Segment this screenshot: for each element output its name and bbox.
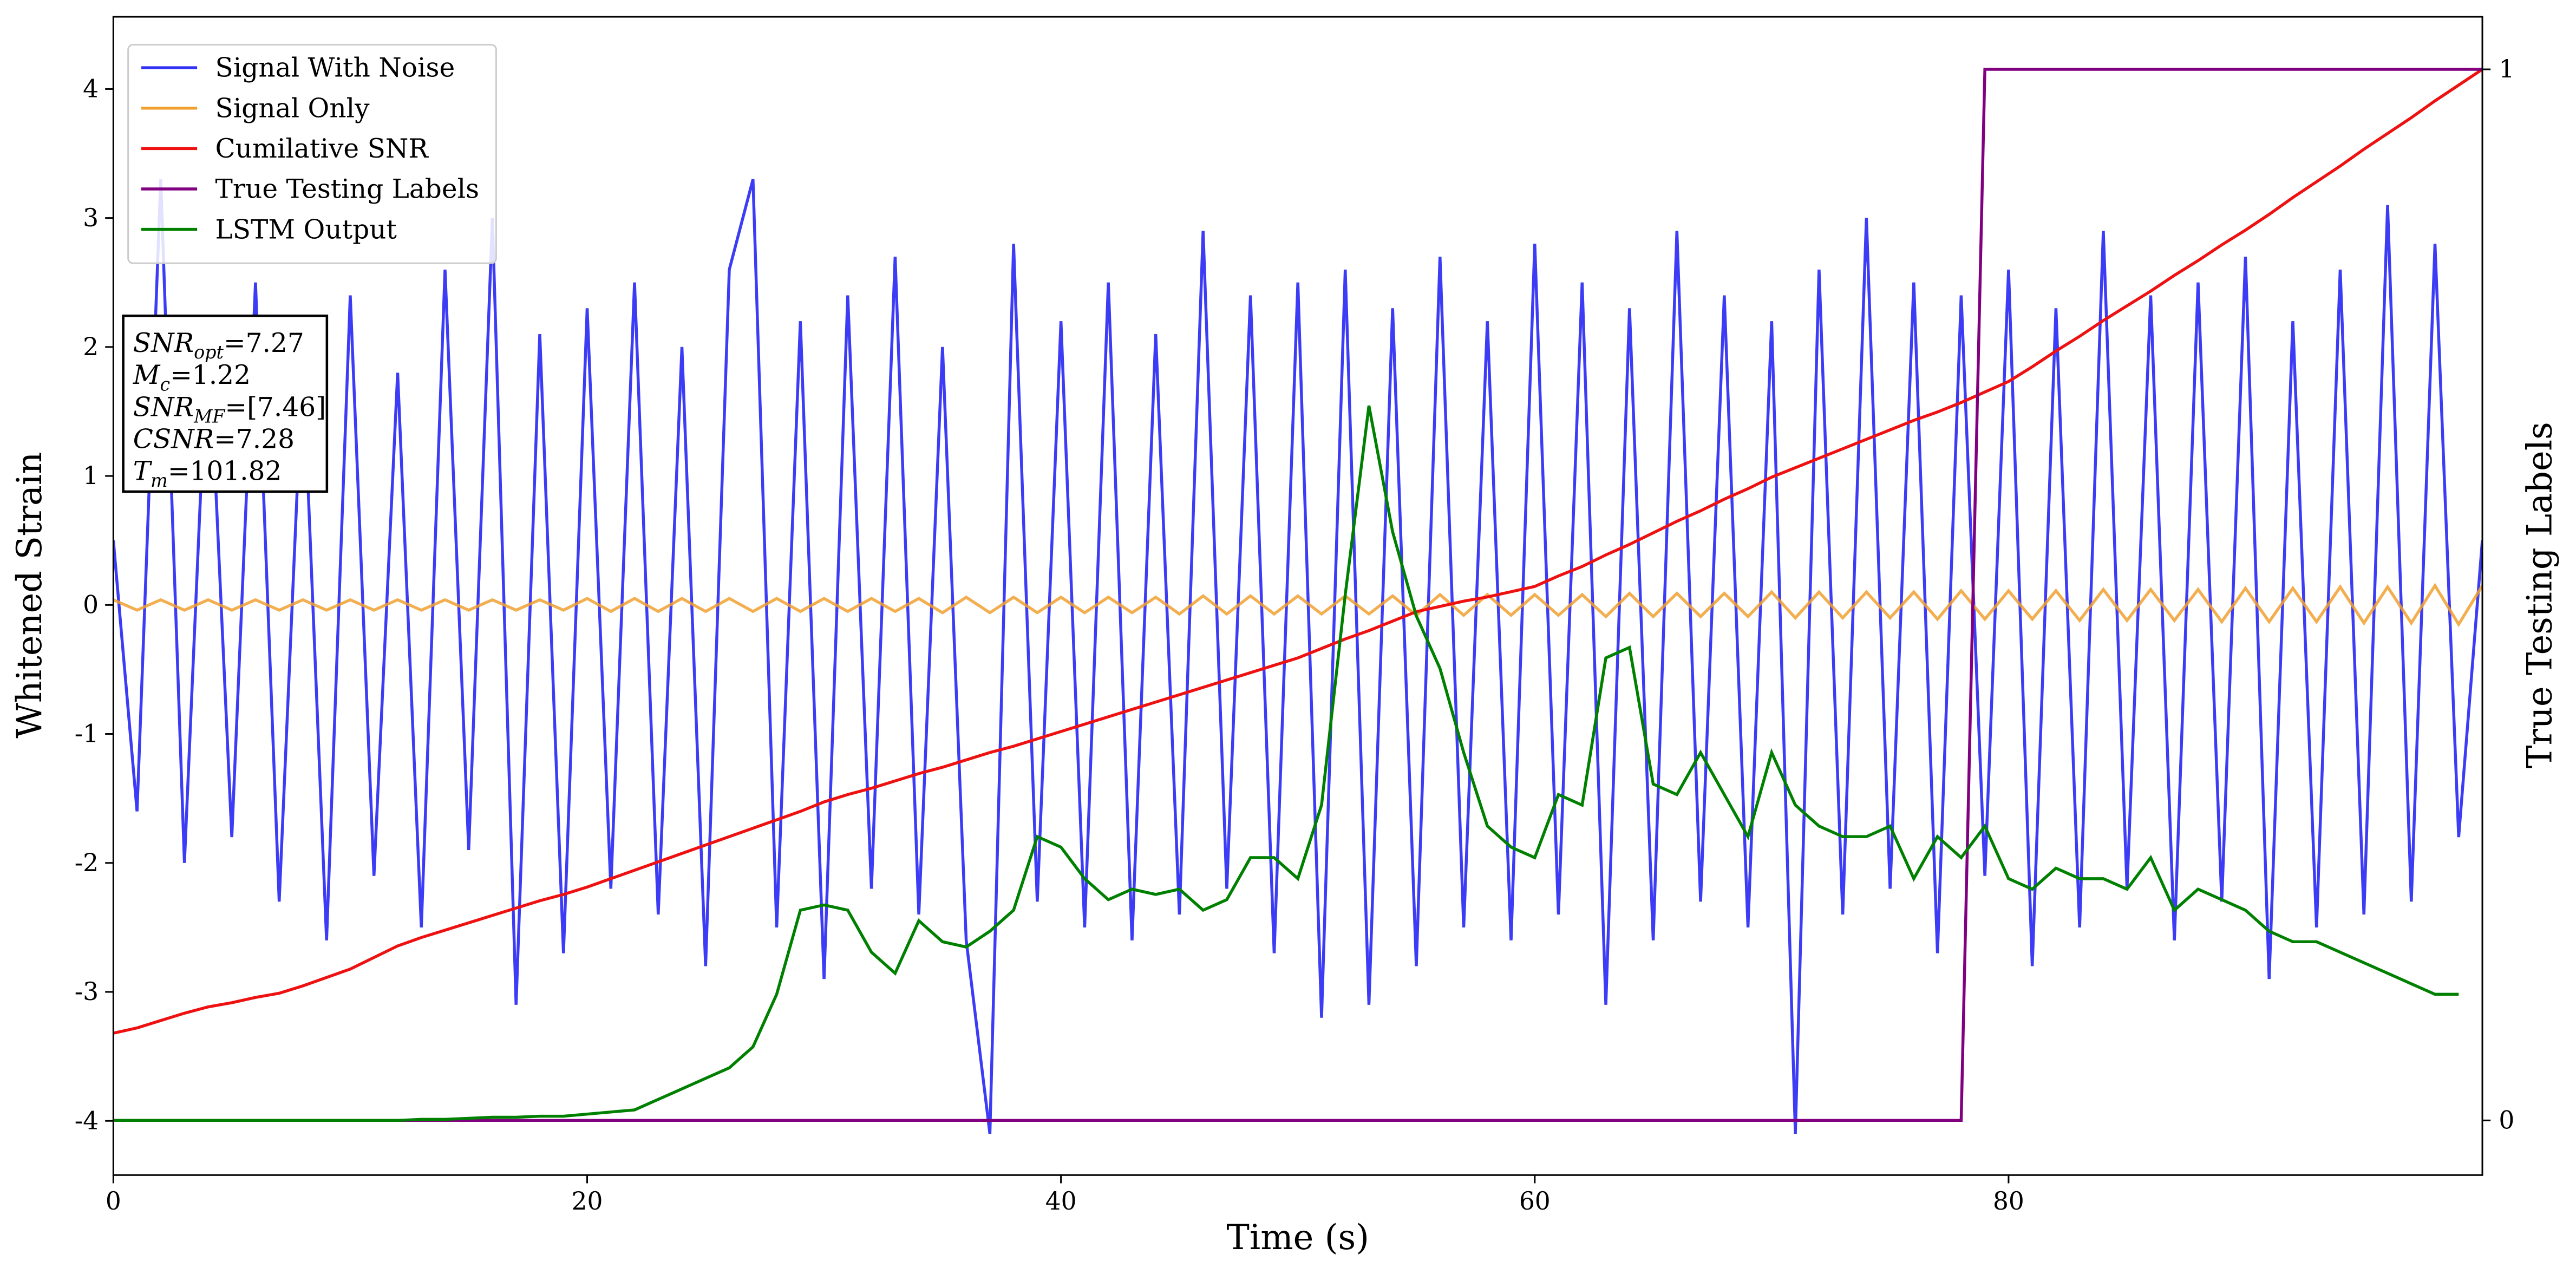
info-value: =1.22 xyxy=(170,360,251,390)
y2-axis-label: True Testing Labels xyxy=(2520,422,2560,768)
series-line xyxy=(113,68,2483,1122)
info-value: =[7.46] xyxy=(225,392,326,422)
series-line xyxy=(113,583,2483,628)
info-symbol: M xyxy=(133,360,161,390)
info-symbol: SNR xyxy=(133,328,194,358)
info-value: =7.28 xyxy=(214,424,295,455)
x-tick-label: 60 xyxy=(1519,1187,1551,1216)
x-tick-label: 40 xyxy=(1045,1187,1077,1216)
info-line: SNRMF=[7.46] xyxy=(133,392,326,427)
y-tick-label: -1 xyxy=(75,720,99,748)
y-tick-label: -2 xyxy=(75,848,99,877)
info-symbol: SNR xyxy=(133,392,194,422)
legend-label: LSTM Output xyxy=(215,214,397,245)
info-value: =7.27 xyxy=(224,328,304,358)
y-tick-label: -3 xyxy=(75,977,99,1006)
info-line: CSNR=7.28 xyxy=(133,424,295,455)
info-subscript: m xyxy=(151,470,168,491)
info-subscript: MF xyxy=(193,406,226,427)
y-tick-label: 2 xyxy=(83,332,99,361)
plot-frame xyxy=(112,16,2483,1176)
y-tick-label: -4 xyxy=(75,1106,99,1135)
series-line xyxy=(113,68,2483,1035)
info-line: SNRopt=7.27 xyxy=(133,328,304,363)
series-line xyxy=(113,179,2483,1134)
y-tick-label: 0 xyxy=(83,590,99,619)
legend-box xyxy=(127,44,497,264)
y-tick-label: 4 xyxy=(83,75,99,103)
info-symbol: CSNR xyxy=(133,424,214,455)
info-subscript: c xyxy=(160,374,171,395)
y2-tick-label: 0 xyxy=(2499,1106,2514,1135)
x-tick-label: 80 xyxy=(1993,1187,2024,1216)
y-tick-label: 3 xyxy=(83,204,99,232)
x-tick-label: 0 xyxy=(106,1187,121,1216)
info-symbol: T xyxy=(133,456,153,487)
series-line xyxy=(113,405,2459,1122)
info-line: Tm=101.82 xyxy=(133,456,282,491)
y-axis-label: Whitened Strain xyxy=(10,452,50,739)
info-subscript: opt xyxy=(194,342,224,363)
x-tick-label: 20 xyxy=(572,1187,603,1216)
legend-label: Cumilative SNR xyxy=(215,134,429,164)
legend-label: True Testing Labels xyxy=(215,174,480,205)
x-axis-label: Time (s) xyxy=(1226,1218,1369,1258)
legend-label: Signal Only xyxy=(215,93,370,123)
y-tick-label: 1 xyxy=(83,461,99,490)
info-value: =101.82 xyxy=(168,456,282,487)
y2-tick-label: 1 xyxy=(2499,55,2514,83)
plot-area xyxy=(113,68,2483,1134)
legend-label: Signal With Noise xyxy=(215,53,455,83)
info-line: Mc=1.22 xyxy=(133,360,251,395)
info-box xyxy=(122,314,329,493)
